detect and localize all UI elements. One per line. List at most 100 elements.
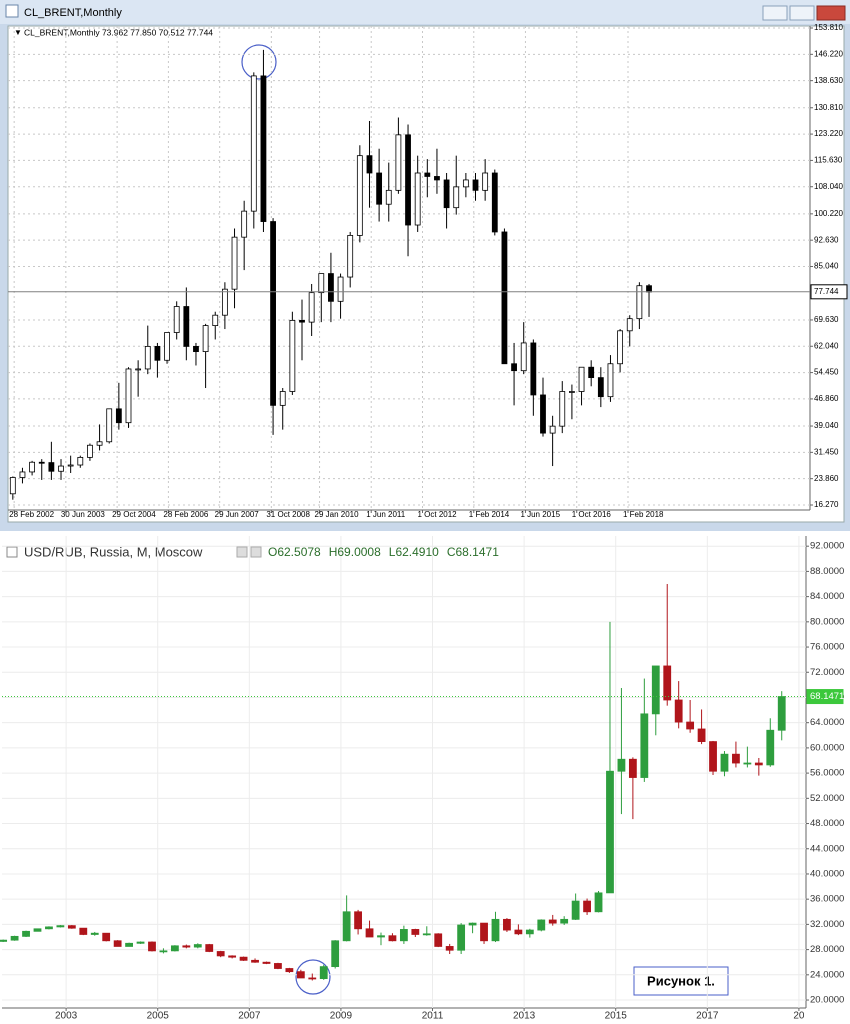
candle-body — [347, 235, 354, 278]
candle-body — [777, 696, 786, 731]
y-tick-label: 146.220 — [814, 49, 843, 58]
candle-body — [308, 292, 315, 323]
x-tick-label: 30 Jun 2003 — [61, 510, 106, 519]
y-tick-label: 52.0000 — [810, 793, 844, 804]
toggle-icon — [250, 546, 262, 558]
candle-body — [395, 134, 402, 191]
candle-body — [424, 172, 431, 177]
x-tick-label: 29 Jan 2010 — [315, 510, 360, 519]
candle-body — [221, 288, 228, 316]
ohlc-label: L62.4910 — [389, 545, 439, 559]
candle-body — [480, 922, 488, 942]
candle-body — [445, 946, 454, 951]
x-tick-label: 20 — [793, 1011, 805, 1022]
candle-body — [525, 929, 534, 935]
candle-body — [173, 306, 180, 333]
candle-body — [365, 928, 374, 938]
y-tick-label: 84.0000 — [810, 591, 844, 602]
candle-body — [77, 456, 84, 466]
x-tick-label: 1 Jun 2015 — [520, 510, 560, 519]
y-tick-label: 100.220 — [814, 209, 843, 218]
candle-body — [144, 346, 151, 370]
candle-body — [411, 929, 420, 935]
candle-body — [22, 930, 30, 937]
candle-body — [279, 391, 286, 406]
y-tick-label: 62.040 — [814, 341, 839, 350]
x-tick-label: 2007 — [238, 1011, 261, 1022]
candle-body — [588, 366, 595, 379]
y-tick-label: 123.220 — [814, 129, 843, 138]
x-tick-label: 1 Feb 2014 — [469, 510, 510, 519]
candle-body — [262, 961, 271, 964]
candle-body — [251, 959, 259, 963]
highlight-circle — [295, 959, 331, 995]
candle-body — [443, 179, 450, 209]
candle-body — [540, 394, 546, 434]
annotation-box — [633, 966, 729, 996]
candle-body — [342, 911, 351, 942]
symbol-title: USD/RUB, Russia, M, Moscow — [24, 544, 203, 559]
highlight-circle — [241, 44, 277, 80]
candle-body — [115, 408, 122, 424]
price-label: 68.1471 — [810, 691, 844, 702]
candle-body — [549, 425, 556, 434]
y-tick-label: 16.270 — [814, 500, 839, 509]
candle-body — [45, 926, 53, 930]
candle-body — [434, 176, 440, 181]
candle-body — [597, 377, 604, 398]
minimize-button[interactable] — [762, 5, 788, 21]
x-tick-label: 1 Oct 2012 — [417, 510, 457, 519]
chart-window — [7, 25, 845, 523]
y-tick-label: 108.040 — [814, 182, 843, 191]
window-title: CL_BRENT,Monthly — [24, 7, 122, 19]
candle-body — [377, 935, 385, 938]
price-label-box — [810, 284, 848, 300]
y-tick-label: 23.860 — [814, 474, 839, 483]
y-tick-label: 153.810 — [814, 23, 843, 32]
y-tick-label: 130.810 — [814, 103, 843, 112]
candle-body — [636, 285, 643, 320]
candle-body — [405, 134, 411, 226]
candle-body — [569, 391, 575, 393]
maximize-button[interactable] — [789, 5, 815, 21]
candle-body — [170, 945, 179, 952]
candle-body — [559, 391, 566, 427]
candle-body — [686, 721, 695, 730]
y-tick-label: 48.0000 — [810, 818, 844, 829]
candle-body — [285, 968, 294, 973]
close-button[interactable] — [816, 5, 846, 21]
candle-body — [651, 665, 660, 715]
annotation: Рисунок 1. — [647, 973, 715, 988]
y-tick-label: 40.0000 — [810, 868, 844, 879]
x-tick-label: 29 Oct 2004 — [112, 510, 156, 519]
x-tick-label: 28 Feb 2006 — [163, 510, 208, 519]
candle-body — [159, 950, 168, 953]
y-tick-label: 72.0000 — [810, 667, 844, 678]
candle-body — [571, 900, 580, 920]
candle-body — [202, 325, 209, 353]
candle-body — [56, 925, 65, 928]
x-tick-label: 2003 — [55, 1011, 78, 1022]
y-tick-label: 76.0000 — [810, 642, 844, 653]
candle-body — [537, 919, 546, 931]
candle-body — [743, 762, 752, 765]
candle-body — [457, 924, 466, 951]
y-tick-label: 138.630 — [814, 76, 843, 85]
candle-body — [434, 933, 443, 947]
candle-body — [87, 444, 93, 458]
candle-body — [228, 955, 237, 958]
candle-body — [663, 665, 672, 701]
candle-body — [366, 155, 373, 174]
candle-body — [148, 941, 156, 952]
collapse-icon[interactable] — [6, 546, 18, 558]
candle-body — [491, 918, 500, 942]
candle-body — [617, 758, 626, 772]
window-icon — [5, 4, 19, 18]
y-tick-label: 46.860 — [814, 394, 839, 403]
y-tick-label: 60.0000 — [810, 742, 844, 753]
candle-body — [58, 465, 64, 472]
candle-body — [754, 762, 763, 766]
candle-body — [38, 461, 45, 464]
candle-body — [697, 728, 706, 742]
